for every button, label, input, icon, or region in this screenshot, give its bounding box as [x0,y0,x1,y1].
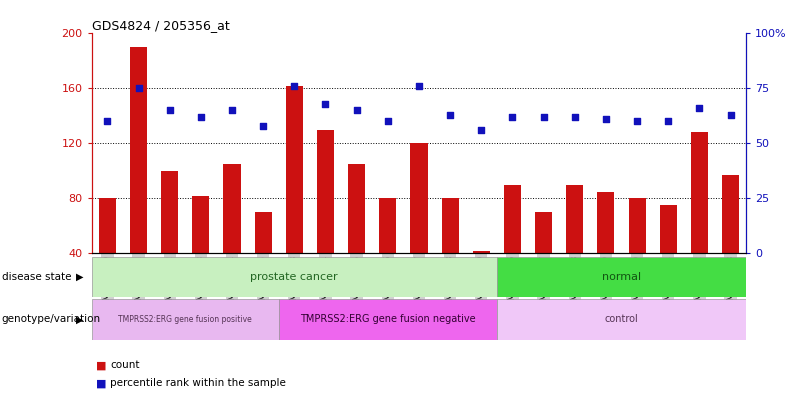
Text: ■: ■ [96,378,106,388]
Text: control: control [605,314,638,324]
Point [350,107,363,114]
Point [662,118,674,125]
Bar [497,299,746,340]
Point [599,116,612,122]
Bar [92,299,279,340]
Text: TMPRSS2:ERG gene fusion negative: TMPRSS2:ERG gene fusion negative [300,314,476,324]
Point [381,118,394,125]
Text: count: count [110,360,140,371]
Bar [379,198,397,253]
Bar [567,185,583,253]
Text: ▶: ▶ [76,314,83,324]
Bar [691,132,708,253]
Point [475,127,488,133]
Text: ■: ■ [96,360,106,371]
Bar [286,86,303,253]
Bar [317,130,334,253]
Text: genotype/variation: genotype/variation [2,314,101,324]
Bar [497,257,746,297]
Bar [504,185,521,253]
Point [413,83,425,89]
Bar [99,198,116,253]
Point [724,112,737,118]
Bar [92,257,497,297]
Point [568,114,581,120]
Point [506,114,519,120]
Bar [348,164,365,253]
Text: ▶: ▶ [76,272,83,282]
Point [319,101,332,107]
Bar [410,143,428,253]
Text: normal: normal [602,272,641,282]
Text: disease state: disease state [2,272,71,282]
Point [101,118,114,125]
Bar [192,196,209,253]
Point [195,114,207,120]
Bar [629,198,646,253]
Bar [223,164,240,253]
Bar [598,191,614,253]
Bar [660,205,677,253]
Text: prostate cancer: prostate cancer [251,272,338,282]
Bar [535,212,552,253]
Bar [441,198,459,253]
Point [444,112,456,118]
Text: TMPRSS2:ERG gene fusion positive: TMPRSS2:ERG gene fusion positive [118,315,252,324]
Point [630,118,643,125]
Bar [472,251,490,253]
Point [226,107,239,114]
Bar [722,175,739,253]
Bar [130,47,147,253]
Point [132,85,145,92]
Bar [255,212,271,253]
Point [537,114,550,120]
Text: GDS4824 / 205356_at: GDS4824 / 205356_at [92,19,230,32]
Bar [279,299,497,340]
Bar [161,171,178,253]
Point [164,107,176,114]
Point [693,105,705,111]
Point [257,123,270,129]
Text: percentile rank within the sample: percentile rank within the sample [110,378,286,388]
Point [288,83,301,89]
